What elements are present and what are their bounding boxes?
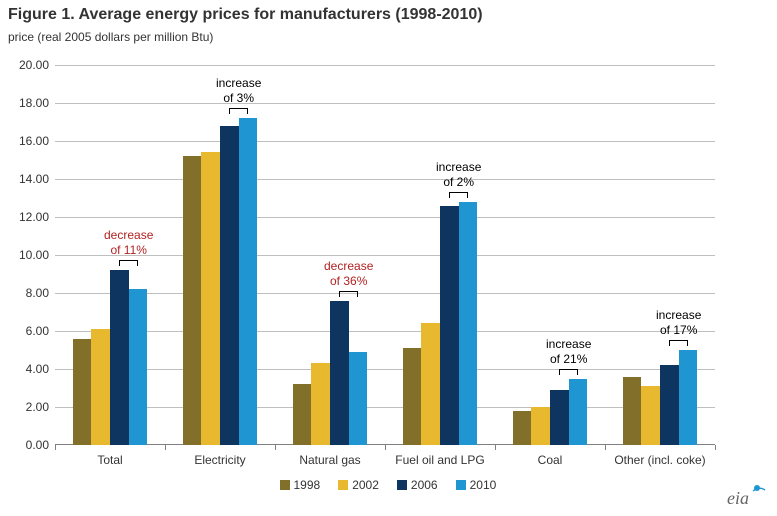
bar	[459, 202, 478, 445]
annotation-label: increaseof 17%	[656, 308, 701, 338]
y-tick-label: 2.00	[26, 400, 55, 414]
chart-title: Figure 1. Average energy prices for manu…	[8, 6, 483, 24]
grid-line	[55, 179, 715, 180]
annotation-line1: increase	[656, 308, 701, 322]
y-tick-label: 20.00	[19, 58, 55, 72]
annotation-line2: of 17%	[660, 323, 697, 337]
legend-label: 1998	[294, 478, 321, 492]
legend-swatch	[397, 480, 407, 490]
grid-line	[55, 65, 715, 66]
x-tick	[715, 445, 716, 450]
bar	[531, 407, 550, 445]
grid-line	[55, 255, 715, 256]
legend-item: 2010	[456, 478, 497, 492]
legend-swatch	[456, 480, 466, 490]
x-category-label: Electricity	[194, 445, 245, 467]
x-tick	[385, 445, 386, 450]
y-tick-label: 4.00	[26, 362, 55, 376]
bar	[403, 348, 422, 445]
annotation-line1: decrease	[104, 228, 153, 242]
annotation-line2: of 11%	[110, 243, 146, 257]
bar	[550, 390, 569, 445]
grid-line	[55, 369, 715, 370]
annotation-line2: of 2%	[443, 175, 474, 189]
annotation-line2: of 36%	[330, 274, 367, 288]
bar	[293, 384, 312, 445]
grid-line	[55, 103, 715, 104]
bar	[660, 365, 679, 445]
bar	[73, 339, 92, 445]
annotation-line1: increase	[216, 76, 261, 90]
annotation-line2: of 21%	[550, 352, 587, 366]
legend-label: 2006	[411, 478, 438, 492]
annotation-line1: increase	[546, 337, 591, 351]
bar	[311, 363, 330, 445]
x-category-label: Fuel oil and LPG	[395, 445, 484, 467]
bar	[239, 118, 258, 445]
legend-label: 2002	[352, 478, 379, 492]
bar	[569, 379, 588, 446]
chart-plot-area: 0.002.004.006.008.0010.0012.0014.0016.00…	[55, 65, 715, 445]
x-tick	[55, 445, 56, 450]
y-tick-label: 6.00	[26, 324, 55, 338]
y-tick-label: 12.00	[19, 210, 55, 224]
y-tick-label: 8.00	[26, 286, 55, 300]
y-tick-label: 18.00	[19, 96, 55, 110]
annotation-line1: increase	[436, 160, 481, 174]
grid-line	[55, 407, 715, 408]
x-category-label: Natural gas	[299, 445, 360, 467]
eia-logo: eia	[723, 480, 767, 508]
legend-item: 1998	[280, 478, 321, 492]
x-category-label: Total	[97, 445, 122, 467]
bar	[623, 377, 642, 445]
annotation-label: increaseof 2%	[436, 160, 481, 190]
bar	[91, 329, 110, 445]
bar	[440, 206, 459, 445]
y-tick-label: 16.00	[19, 134, 55, 148]
bar	[679, 350, 698, 445]
legend-item: 2002	[338, 478, 379, 492]
annotation-label: increaseof 21%	[546, 337, 591, 367]
grid-line	[55, 293, 715, 294]
annotation-label: decreaseof 11%	[104, 228, 153, 258]
bar	[110, 270, 129, 445]
x-category-label: Other (incl. coke)	[614, 445, 705, 467]
x-category-label: Coal	[538, 445, 563, 467]
grid-line	[55, 217, 715, 218]
legend-item: 2006	[397, 478, 438, 492]
x-tick	[605, 445, 606, 450]
legend-swatch	[338, 480, 348, 490]
legend: 1998 2002 2006 2010	[280, 478, 497, 492]
grid-line	[55, 141, 715, 142]
bar	[349, 352, 368, 445]
bar	[421, 323, 440, 445]
y-axis-subtitle: price (real 2005 dollars per million Btu…	[8, 30, 213, 44]
annotation-label: decreaseof 36%	[324, 259, 373, 289]
annotation-label: increaseof 3%	[216, 76, 261, 106]
annotation-line2: of 3%	[223, 91, 254, 105]
bar	[641, 386, 660, 445]
svg-text:eia: eia	[727, 488, 749, 508]
legend-label: 2010	[470, 478, 497, 492]
y-tick-label: 0.00	[26, 438, 55, 452]
x-tick	[275, 445, 276, 450]
bar	[330, 301, 349, 445]
x-tick	[495, 445, 496, 450]
grid-line	[55, 331, 715, 332]
legend-swatch	[280, 480, 290, 490]
bar	[129, 289, 148, 445]
bar	[183, 156, 202, 445]
x-tick	[165, 445, 166, 450]
bar	[220, 126, 239, 445]
bar	[201, 152, 220, 445]
annotation-line1: decrease	[324, 259, 373, 273]
y-tick-label: 14.00	[19, 172, 55, 186]
bar	[513, 411, 532, 445]
y-tick-label: 10.00	[19, 248, 55, 262]
